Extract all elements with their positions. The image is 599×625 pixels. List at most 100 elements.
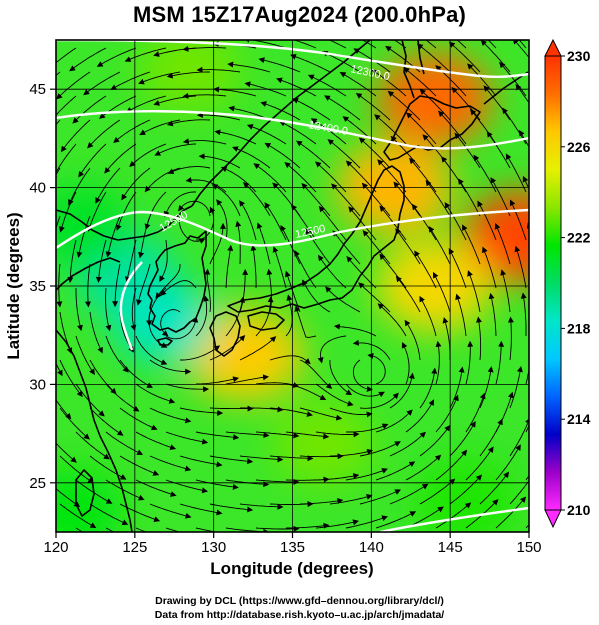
- streamline-arrow: [195, 527, 239, 532]
- streamline-arrow: [476, 316, 482, 361]
- streamline-arrow: [290, 53, 331, 73]
- coastline-kurils: [483, 71, 529, 105]
- colorbar-tick-label: 218: [567, 320, 591, 336]
- streamline-arrow: [389, 372, 415, 409]
- streamline-arrow: [345, 515, 389, 529]
- streamline-arrow: [104, 143, 137, 174]
- streamline-arrow: [135, 527, 148, 532]
- streamline-arrow: [329, 493, 373, 505]
- streamline-arrow: [327, 139, 361, 169]
- streamline-arrow: [301, 183, 331, 217]
- streamline-arrow: [239, 200, 257, 241]
- colorbar-ticks: 230 226 222 218 214 210: [561, 48, 591, 518]
- streamline-arrow: [160, 280, 197, 297]
- streamline-arrow: [358, 282, 391, 313]
- streamline-arrow: [419, 367, 438, 409]
- streamline-arrow: [314, 161, 347, 193]
- streamline-arrow: [220, 166, 257, 193]
- streamline-arrow: [279, 120, 317, 145]
- streamline-arrow: [239, 268, 249, 313]
- streamline-arrow: [167, 166, 211, 174]
- streamline-arrow: [355, 92, 391, 121]
- streamline-arrow: [405, 399, 435, 433]
- streamline-arrow: [454, 132, 481, 169]
- height-contours: [56, 40, 529, 532]
- streamline-arrow: [325, 286, 361, 313]
- streamline-arrow: [522, 175, 529, 190]
- streamline-arrow: [60, 119, 91, 153]
- streamline-arrow: [448, 248, 467, 289]
- streamline-arrow: [465, 340, 474, 385]
- streamline-arrow: [209, 334, 246, 361]
- field-cool-region: [140, 40, 241, 112]
- streamline-arrow: [256, 222, 271, 265]
- streamline-arrow: [342, 116, 377, 145]
- streamline-arrow: [345, 383, 385, 398]
- streamline-arrow: [346, 423, 389, 433]
- x-axis-title: Longitude (degrees): [210, 559, 373, 578]
- contour-12300: [56, 40, 529, 79]
- streamline-arrow: [149, 455, 192, 472]
- streamline-arrow: [499, 61, 527, 97]
- streamline-arrow: [209, 405, 254, 412]
- streamline-arrow: [480, 40, 511, 73]
- streamline-arrow: [250, 244, 257, 289]
- streamline-arrow: [377, 303, 407, 337]
- streamline-arrow: [405, 454, 442, 481]
- field-cool-region: [56, 184, 130, 269]
- streamline-arrow: [20, 96, 46, 128]
- streamline-arrow: [75, 431, 110, 460]
- streamline-arrow: [239, 503, 284, 510]
- streamline-arrow: [182, 138, 227, 145]
- colorbar-tick-label: 226: [567, 139, 591, 155]
- streamline-arrow: [209, 503, 254, 513]
- streamline-arrow: [255, 478, 300, 485]
- streamline-arrow: [255, 431, 300, 439]
- coastline-honshu: [227, 165, 405, 313]
- streamline-arrow: [535, 271, 541, 312]
- credit-drawing: Drawing by DCL (https://www.gfd–dennou.o…: [155, 595, 444, 607]
- streamline-arrow: [512, 40, 529, 59]
- streamline-arrow: [294, 305, 317, 338]
- streamline-arrow: [165, 316, 199, 340]
- streamline-arrow: [375, 461, 416, 481]
- streamline-arrow: [213, 86, 257, 97]
- streamline-arrow: [272, 246, 287, 289]
- streamline-arrow: [329, 359, 353, 396]
- streamline-arrow: [16, 48, 46, 77]
- streamline-arrow: [76, 215, 91, 258]
- streamline-arrow: [180, 345, 221, 361]
- streamline-arrow: [165, 479, 209, 494]
- streamline-arrow: [299, 359, 333, 390]
- streamline-arrow: [89, 311, 103, 354]
- streamline-arrow: [89, 407, 124, 436]
- streamline-arrow: [163, 191, 196, 218]
- coastline-jeju: [157, 337, 173, 346]
- streamline-arrow: [526, 222, 529, 229]
- streamline-arrow: [495, 496, 527, 529]
- streamline-arrow: [486, 131, 511, 169]
- streamline-arrow: [477, 200, 497, 241]
- streamline-arrow: [449, 366, 465, 409]
- streamline-arrow: [377, 159, 407, 193]
- streamline-arrow: [165, 527, 182, 532]
- streamline-arrow: [166, 119, 211, 127]
- streamline-arrow: [449, 474, 483, 505]
- streamline-arrow: [149, 407, 192, 424]
- streamline-arrow: [75, 335, 95, 376]
- streamline-arrow: [352, 339, 391, 361]
- streamline-arrow: [89, 455, 127, 480]
- streamline-arrow: [305, 228, 331, 265]
- streamline-arrow: [56, 71, 91, 100]
- streamline-arrow: [209, 455, 254, 465]
- streamline-arrow: [225, 296, 245, 337]
- contour-12400: [56, 110, 529, 150]
- x-tick-label: 135: [280, 539, 305, 556]
- streamline-arrow: [75, 288, 83, 332]
- credit-data: Data from http://database.rish.kyoto–u.a…: [154, 609, 445, 621]
- streamline-arrow: [317, 335, 347, 364]
- streamline-arrow: [87, 119, 121, 149]
- y-axis-ticks: 25 30 35 40 45: [29, 81, 56, 492]
- streamline-arrow: [425, 40, 437, 49]
- streamline-arrow: [160, 309, 181, 337]
